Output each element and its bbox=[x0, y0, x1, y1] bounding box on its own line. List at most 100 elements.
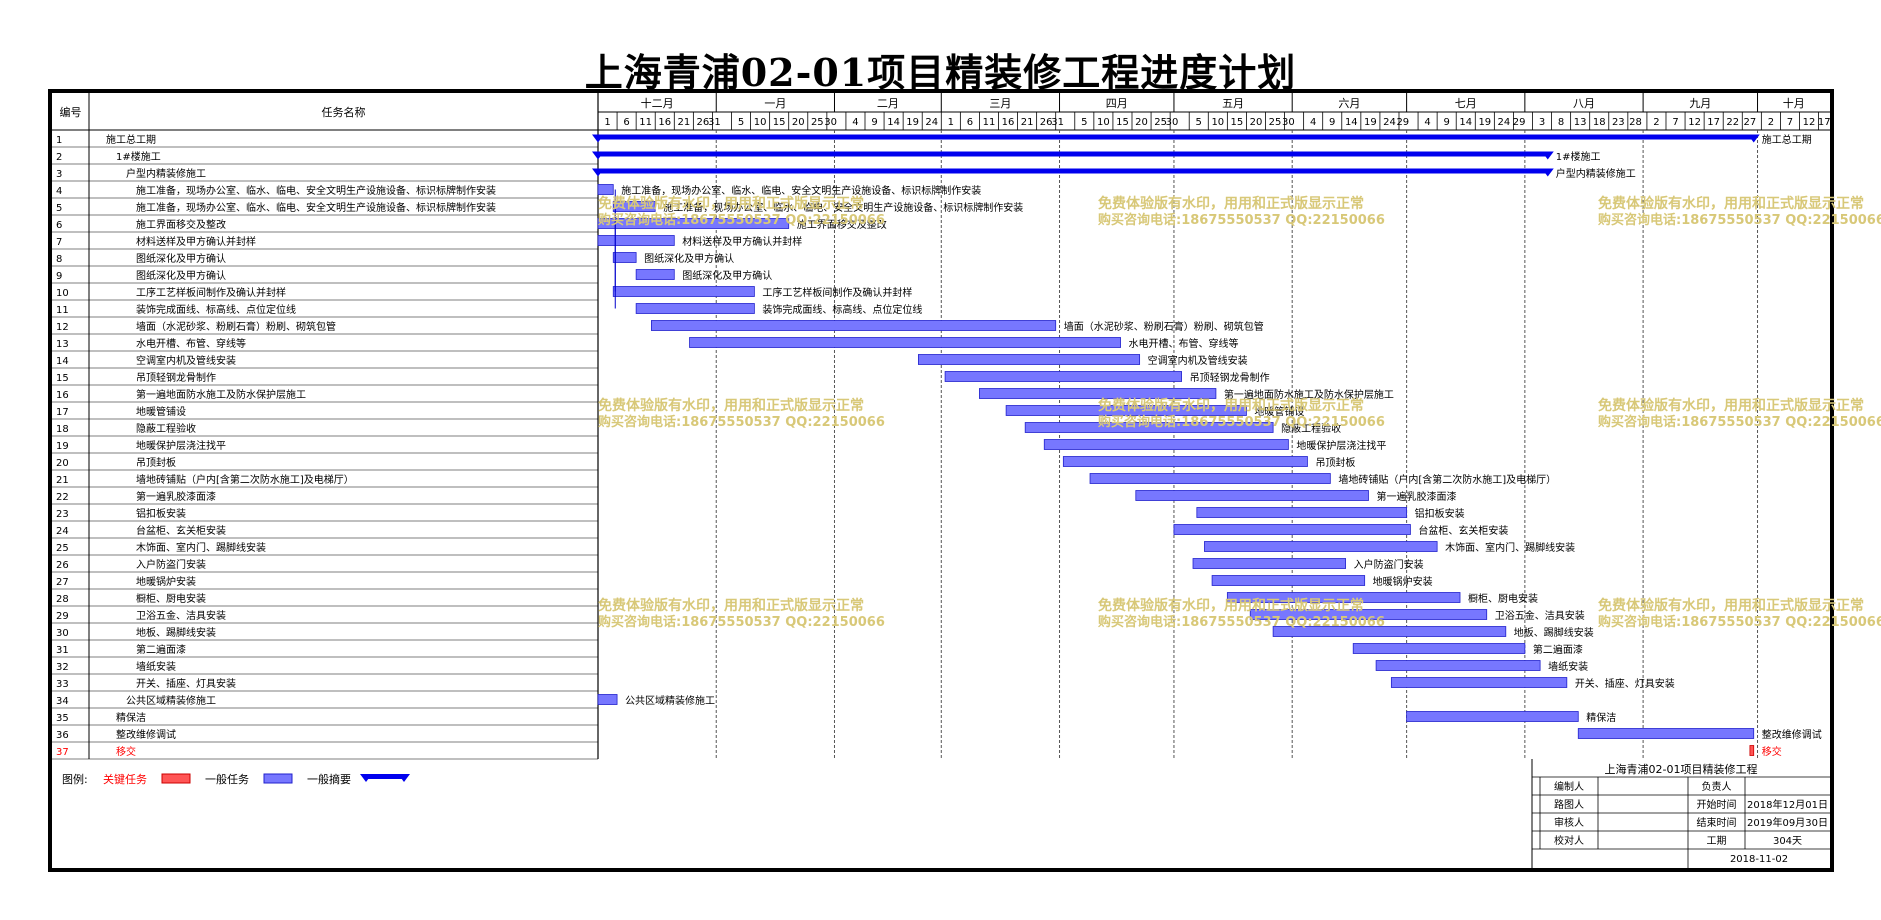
task-name: 开关、插座、灯具安装 bbox=[136, 677, 236, 690]
legend-critical-text: 关键任务 bbox=[103, 772, 147, 786]
task-name: 地暖管铺设 bbox=[136, 405, 186, 418]
row-id: 10 bbox=[56, 288, 69, 299]
row-id: 7 bbox=[56, 237, 62, 248]
task-bar bbox=[1249, 609, 1488, 620]
day-label: 7 bbox=[1787, 117, 1793, 128]
watermark-text: 免费体验版有水印，用用和正式版显示正常 bbox=[1098, 397, 1364, 414]
bar-label: 施工界面移交及整改 bbox=[797, 218, 887, 231]
bar-label: 图纸深化及甲方确认 bbox=[682, 269, 772, 282]
row-id: 2 bbox=[56, 152, 62, 163]
month-label: 十月 bbox=[1783, 96, 1805, 110]
summary-end-marker bbox=[1541, 168, 1554, 177]
task-name: 墙面（水泥砂浆、粉刷石膏）粉刷、砌筑包管 bbox=[136, 320, 336, 333]
row-id: 5 bbox=[56, 203, 62, 214]
row-id: 15 bbox=[56, 373, 69, 384]
summary-bar bbox=[598, 168, 1548, 174]
task-bar bbox=[1226, 592, 1461, 603]
watermark-text: 免费体验版有水印，用用和正式版显示正常 bbox=[598, 597, 864, 614]
chart-frame bbox=[48, 89, 1834, 872]
month-label: 八月 bbox=[1573, 97, 1595, 110]
legend-critical-swatch bbox=[161, 773, 191, 784]
task-bar bbox=[1352, 643, 1526, 654]
task-bar bbox=[597, 694, 618, 705]
day-label: 14 bbox=[1459, 117, 1472, 128]
day-label: 22 bbox=[1726, 117, 1739, 128]
legend-summary-marker bbox=[360, 774, 372, 782]
day-label: 19 bbox=[906, 117, 919, 128]
summary-bar bbox=[598, 151, 1548, 157]
day-label: 11 bbox=[639, 117, 652, 128]
day-label: 23 bbox=[1612, 117, 1625, 128]
bar-label: 卫浴五金、洁具安装 bbox=[1495, 609, 1585, 622]
day-label: 2 bbox=[1768, 117, 1774, 128]
row-id: 16 bbox=[56, 390, 69, 401]
info-cell: 路图人 bbox=[1554, 798, 1584, 811]
task-bar bbox=[1089, 473, 1331, 484]
watermark-text: 免费体验版有水印，用用和正式版显示正常 bbox=[1098, 195, 1364, 212]
row-id: 25 bbox=[56, 543, 69, 554]
task-bar bbox=[612, 286, 755, 297]
row-id: 3 bbox=[56, 169, 62, 180]
id-column-header: 编号 bbox=[60, 105, 82, 119]
day-label: 6 bbox=[967, 117, 973, 128]
info-date: 2018-11-02 bbox=[1730, 854, 1788, 865]
day-label: 20 bbox=[1135, 117, 1148, 128]
task-name: 公共区域精装修施工 bbox=[126, 694, 216, 707]
task-bar bbox=[1211, 575, 1366, 586]
task-name: 施工准备，现场办公室、临水、临电、安全文明生产设施设备、标识标牌制作安装 bbox=[136, 184, 496, 197]
day-label: 1 bbox=[604, 117, 610, 128]
legend-normal-swatch bbox=[263, 773, 293, 784]
day-label: 29 bbox=[1396, 117, 1409, 128]
info-cell: 负责人 bbox=[1702, 780, 1732, 793]
page-title: 上海青浦02-01项目精装修工程进度计划 bbox=[584, 50, 1297, 95]
day-label: 12 bbox=[1803, 117, 1816, 128]
watermark-text: 购买咨询电话:18675550537 QQ:22150066 bbox=[1098, 212, 1385, 228]
watermark-text: 购买咨询电话:18675550537 QQ:22150066 bbox=[598, 614, 885, 630]
task-bar bbox=[612, 252, 637, 263]
day-label: 14 bbox=[1345, 117, 1358, 128]
task-bar bbox=[944, 371, 1182, 382]
bar-label: 墙地砖铺贴（户内[含第二次防水施工]及电梯厅） bbox=[1338, 473, 1556, 486]
row-id: 22 bbox=[56, 492, 69, 503]
day-label: 16 bbox=[1002, 117, 1015, 128]
bar-label: 地板、踢脚线安装 bbox=[1514, 626, 1594, 639]
bar-label: 木饰面、室内门、踢脚线安装 bbox=[1445, 541, 1575, 554]
task-name: 户型内精装修施工 bbox=[126, 167, 206, 180]
row-id: 21 bbox=[56, 475, 69, 486]
day-label: 26 bbox=[697, 117, 710, 128]
day-label: 25 bbox=[1154, 117, 1167, 128]
bar-label: 水电开槽、布管、穿线等 bbox=[1129, 337, 1239, 350]
task-name: 精保洁 bbox=[116, 711, 146, 724]
day-label: 18 bbox=[1593, 117, 1606, 128]
watermark-text: 免费体验版有水印，用用和正式版显示正常 bbox=[598, 397, 864, 414]
summary-start-marker bbox=[592, 151, 604, 160]
legend-summary-text: 一般摘要 bbox=[307, 772, 351, 786]
task-name: 图纸深化及甲方确认 bbox=[136, 252, 226, 265]
bar-label: 施工准备，现场办公室、临水、临电、安全文明生产设施设备、标识标牌制作安装 bbox=[663, 201, 1023, 214]
task-name: 整改维修调试 bbox=[116, 728, 176, 741]
task-bar bbox=[612, 201, 656, 212]
watermark-text: 购买咨询电话:18675550537 QQ:22150066 bbox=[1098, 614, 1385, 630]
bar-label: 户型内精装修施工 bbox=[1556, 167, 1636, 180]
watermark-text: 免费体验版有水印，用用和正式版显示正常 bbox=[1098, 597, 1364, 614]
day-label: 4 bbox=[1424, 117, 1430, 128]
day-label: 16 bbox=[658, 117, 671, 128]
bar-label: 开关、插座、灯具安装 bbox=[1575, 677, 1675, 690]
row-id: 18 bbox=[56, 424, 69, 435]
info-project-name: 上海青浦02-01项目精装修工程 bbox=[1605, 762, 1758, 776]
month-label: 九月 bbox=[1689, 97, 1711, 110]
info-cell: 校对人 bbox=[1554, 834, 1584, 847]
task-name: 铝扣板安装 bbox=[136, 507, 186, 520]
day-label: 21 bbox=[677, 117, 690, 128]
day-label: 30 bbox=[1166, 117, 1179, 128]
info-cell: 304天 bbox=[1773, 836, 1802, 847]
day-label: 24 bbox=[925, 117, 938, 128]
row-id: 14 bbox=[56, 356, 69, 367]
day-label: 12 bbox=[1688, 117, 1701, 128]
bar-label: 1#楼施工 bbox=[1556, 150, 1601, 163]
row-id: 27 bbox=[56, 577, 69, 588]
day-label: 30 bbox=[824, 117, 837, 128]
day-label: 15 bbox=[1231, 117, 1244, 128]
task-name: 卫浴五金、洁具安装 bbox=[136, 609, 226, 622]
